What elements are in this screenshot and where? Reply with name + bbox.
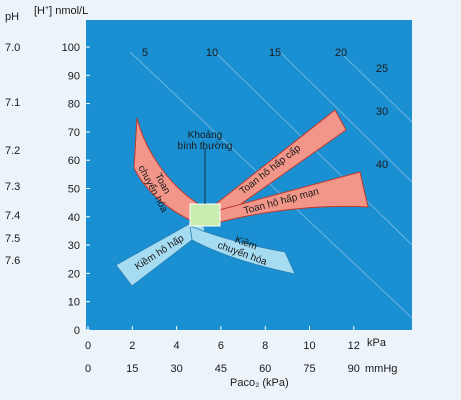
mmhg-tick-label: 60 [259, 363, 271, 375]
kpa-unit: kPa [367, 337, 387, 349]
mmhg-axis: 0 15 30 45 60 75 90 [85, 363, 360, 375]
mmhg-tick-label: 75 [303, 363, 315, 375]
h-tick-label: 50 [68, 184, 80, 196]
kpa-tick-label: 10 [303, 340, 315, 352]
h-tick-label: 0 [74, 325, 80, 337]
isobar-label: 25 [376, 63, 388, 75]
normal-label-line1: Khoảng [188, 130, 222, 141]
kpa-tick-label: 8 [262, 340, 268, 352]
kpa-tick-label: 0 [85, 340, 91, 352]
h-tick-label: 30 [68, 240, 80, 252]
chronic-respiratory-acidosis-region [211, 171, 369, 223]
mmhg-tick-label: 30 [170, 363, 182, 375]
kpa-tick-label: 2 [129, 340, 135, 352]
isobar-labels: 5 10 15 20 25 30 40 [142, 47, 388, 171]
kpa-axis: 0 2 4 6 8 10 12 [85, 326, 360, 352]
kpa-tick-label: 12 [348, 340, 360, 352]
h-tick-label: 60 [68, 155, 80, 167]
h-tick-label: 80 [68, 99, 80, 111]
mmhg-tick-label: 0 [85, 363, 91, 375]
h-tick-label: 100 [62, 42, 80, 54]
isobar-label: 10 [206, 47, 218, 59]
isobar-line [339, 51, 412, 123]
mmhg-unit: mmHg [365, 363, 397, 375]
regions [115, 109, 369, 287]
ph-tick-label: 7.3 [5, 181, 20, 193]
ph-tick-label: 7.2 [5, 145, 20, 157]
mmhg-tick-label: 90 [348, 363, 360, 375]
ph-tick-label: 7.5 [5, 233, 20, 245]
mmhg-tick-label: 45 [215, 363, 227, 375]
x-axis-title: Paco₂ (kPa) [230, 377, 289, 389]
isobar-line [279, 51, 412, 183]
ph-tick-label: 7.1 [5, 97, 20, 109]
isobar-label: 15 [269, 47, 281, 59]
mmhg-tick-label: 15 [126, 363, 138, 375]
h-tick-label: 90 [68, 70, 80, 82]
isobar-line [129, 51, 412, 319]
isobar-label: 20 [335, 47, 347, 59]
h-axis-title: [H+] nmol/L [34, 5, 88, 17]
kpa-tick-label: 4 [174, 340, 180, 352]
h-tick-label: 10 [68, 297, 80, 309]
normal-range-box [189, 203, 221, 227]
isobar-label: 40 [376, 159, 388, 171]
ph-axis: 7.0 7.1 7.2 7.3 7.4 7.5 7.6 [5, 42, 20, 267]
ph-axis-title: pH [5, 11, 19, 23]
kpa-tick-label: 6 [218, 340, 224, 352]
respiratory-alkalosis-region [115, 217, 206, 287]
h-tick-label: 40 [68, 212, 80, 224]
metabolic-alkalosis-region [189, 225, 296, 275]
isobar-label: 30 [376, 106, 388, 118]
h-tick-label: 20 [68, 268, 80, 280]
h-tick-label: 70 [68, 127, 80, 139]
ph-tick-label: 7.4 [5, 210, 20, 222]
ph-tick-label: 7.6 [5, 255, 20, 267]
isobar-label: 5 [142, 47, 148, 59]
normal-label-line2: bình thường [178, 141, 233, 152]
ph-tick-label: 7.0 [5, 42, 20, 54]
